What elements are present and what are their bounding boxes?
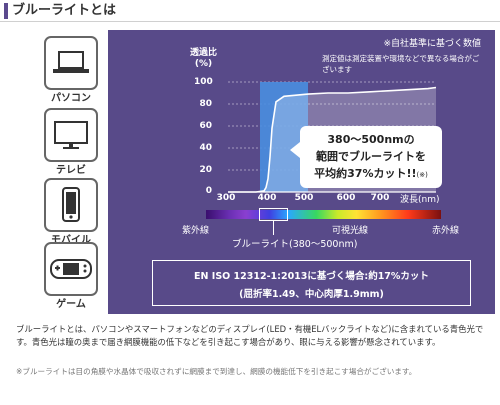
- bluelight-highlight: [259, 208, 288, 221]
- bluelight-pointer-line: [273, 221, 274, 235]
- callout-line-3-text: 平均約37%カット!!: [314, 167, 417, 180]
- tv-icon: [44, 108, 98, 162]
- note-sub: 測定値は測定装置や環境などで異なる場合がございます: [322, 54, 480, 74]
- x-tick-label: 300: [216, 193, 236, 203]
- footnote-text: ※ブルーライトは目の角膜や水晶体で吸収されずに網膜まで到達し、網膜の機能低下を引…: [16, 367, 417, 376]
- smartphone-icon: [44, 178, 98, 232]
- device-label: テレビ: [56, 165, 86, 176]
- y-tick-label: 80: [199, 99, 212, 109]
- x-tick-label: 500: [294, 193, 314, 203]
- y-tick-label: 20: [199, 165, 212, 175]
- iso-line-2: (屈折率1.49、中心肉厚1.9mm): [239, 289, 384, 300]
- x-tick-label: 600: [336, 193, 356, 203]
- x-tick-label: 700: [370, 193, 390, 203]
- iso-line-1: EN ISO 12312-1:2013に基づく場合:約17%カット: [194, 271, 429, 282]
- callout-line-3: 平均約37%カット!!(※): [300, 165, 442, 184]
- game-console-icon: [44, 242, 98, 296]
- header-accent-bar: [4, 3, 8, 19]
- transmission-line: [228, 86, 437, 193]
- device-pc: パソコン: [44, 36, 98, 105]
- callout-line-2: 範囲でブルーライトを: [316, 150, 426, 163]
- device-label: ゲーム: [56, 299, 86, 310]
- section-title: ブルーライトとは: [12, 3, 117, 18]
- x-tick-label: 400: [257, 193, 277, 203]
- y-tick-label: 0: [205, 186, 212, 196]
- infrared-label: 赤外線: [432, 226, 460, 236]
- y-axis-label-text: 透過比 (%): [190, 48, 218, 69]
- header-divider: [0, 21, 500, 22]
- description-text: ブルーライトとは、パソコンやスマートフォンなどのディスプレイ(LED・有機ELバ…: [16, 324, 484, 347]
- callout-asterisk: (※): [416, 171, 428, 179]
- laptop-icon: [44, 36, 98, 90]
- bluelight-label: ブルーライト(380〜500nm): [232, 239, 358, 250]
- x-axis-label: 波長(nm): [400, 195, 440, 205]
- y-axis-label: 透過比 (%): [190, 48, 217, 70]
- uv-label: 紫外線: [182, 226, 210, 236]
- section-header: ブルーライトとは: [0, 0, 500, 22]
- device-tv: テレビ: [44, 108, 98, 177]
- iso-standard-box: EN ISO 12312-1:2013に基づく場合:約17%カット (屈折率1.…: [152, 260, 471, 306]
- y-tick-label: 60: [199, 121, 212, 131]
- callout-box: 380〜500nmの 範囲でブルーライトを 平均約37%カット!!(※): [290, 126, 442, 188]
- device-game: ゲーム: [44, 242, 98, 311]
- device-label: モバイル: [51, 235, 91, 246]
- callout-line-1: 380〜500nmの: [327, 133, 415, 146]
- chart-panel: ※自社基準に基づく数値 測定値は測定装置や環境などで異なる場合がございます 透過…: [108, 30, 495, 314]
- device-mobile: モバイル: [44, 178, 98, 247]
- note-header: ※自社基準に基づく数値: [383, 39, 481, 49]
- device-label: パソコン: [51, 93, 91, 104]
- y-tick-label: 100: [194, 77, 213, 87]
- light-spectrum-bar: [206, 208, 441, 221]
- y-tick-label: 40: [199, 143, 212, 153]
- callout-pointer: [290, 142, 300, 158]
- visible-light-label: 可視光線: [332, 226, 369, 236]
